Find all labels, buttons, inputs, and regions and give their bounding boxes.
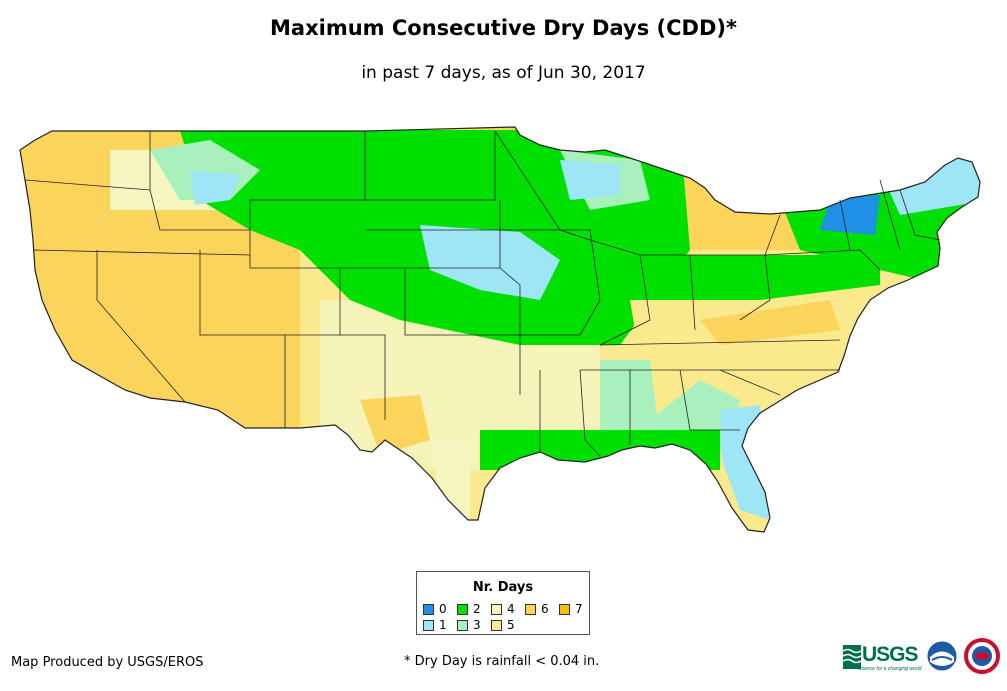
legend-swatch [491,604,502,615]
map-subtitle: in past 7 days, as of Jun 30, 2017 [361,63,646,83]
legend-item-3: 3 [457,618,481,632]
legend-swatch [491,620,502,631]
legend-item-5: 5 [491,618,515,632]
usgs-tagline: science for a changing world [858,666,922,672]
usgs-logo-icon [843,645,861,669]
legend-swatch [457,620,468,631]
legend-item-7: 7 [559,602,583,616]
legend-item-4: 4 [491,602,515,616]
legend-swatch [457,604,468,615]
dry-day-footnote: * Dry Day is rainfall < 0.04 in. [404,654,600,669]
map-legend: Nr. Days 0 1 2 3 4 5 6 7 [416,571,590,635]
legend-title: Nr. Days [472,580,534,595]
noaa-logo-icon [926,640,958,672]
legend-swatch [423,604,434,615]
us-outline [19,126,981,533]
legend-swatch [559,604,570,615]
legend-swatch [423,620,434,631]
legend-item-0: 0 [423,602,447,616]
dry-day-raster [20,127,980,532]
legend-swatch [525,604,536,615]
map-credit: Map Produced by USGS/EROS [11,655,204,670]
map-title: Maximum Consecutive Dry Days (CDD)* [270,16,737,40]
state-borders [24,130,941,457]
legend-item-1: 1 [423,618,447,632]
legend-item-2: 2 [457,602,481,616]
legend-item-6: 6 [525,602,549,616]
usgs-wordmark: USGS [862,643,919,666]
nws-logo-icon [964,638,1000,674]
